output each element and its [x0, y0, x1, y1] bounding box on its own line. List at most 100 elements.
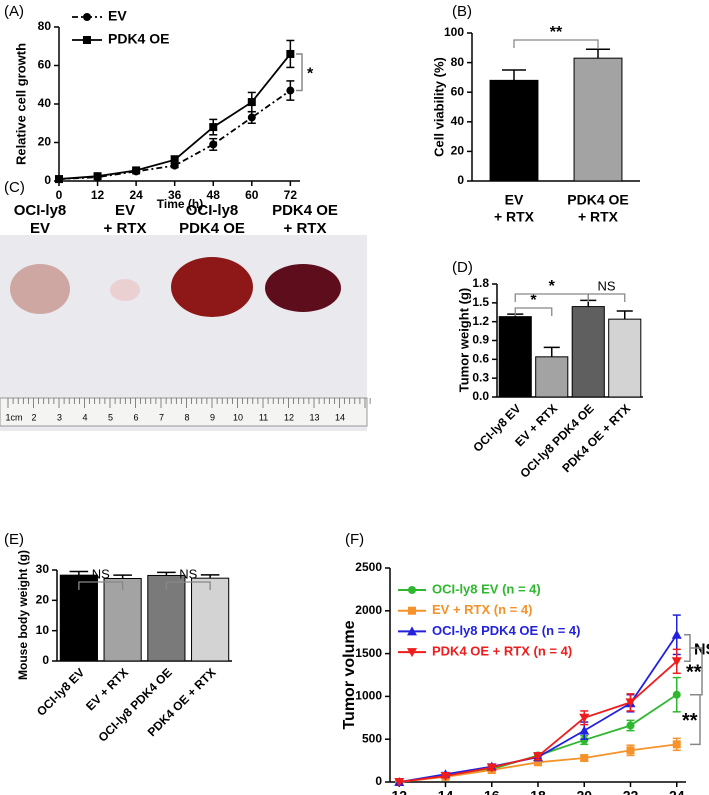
panel-label: (C)	[4, 179, 25, 196]
ruler-label: 7	[159, 412, 164, 422]
y-tick-label: 1000	[355, 689, 382, 703]
x-tick-label: OCI-ly8 EV	[34, 665, 87, 718]
annotation: *	[530, 292, 537, 309]
y-tick-label: 1.8	[472, 276, 489, 290]
marker	[580, 736, 589, 745]
ruler-label: 5	[108, 412, 113, 422]
annotation: NS	[179, 566, 197, 581]
y-axis-title: Relative cell growth	[13, 43, 28, 165]
marker	[486, 763, 497, 773]
ruler-label: 10	[233, 412, 243, 422]
annotation: *	[307, 65, 314, 82]
marker	[626, 746, 635, 755]
x-tick-label: 12	[391, 788, 407, 795]
panel-label: (D)	[452, 259, 473, 276]
bar	[498, 316, 532, 398]
marker	[209, 123, 218, 132]
x-tick-label: PDK4 OE	[567, 192, 628, 208]
y-tick-label: 1.2	[472, 314, 489, 328]
ruler-label: 12	[284, 412, 294, 422]
tumor	[171, 257, 253, 317]
marker	[286, 49, 295, 58]
marker	[626, 721, 635, 730]
marker	[671, 629, 682, 639]
x-tick-label: OCI-ly8 PDK4 OE	[96, 665, 175, 744]
marker	[580, 754, 589, 763]
y-tick-label: 30	[36, 562, 50, 576]
x-tick-label: 60	[245, 188, 259, 202]
legend-label: EV	[108, 8, 127, 24]
marker	[132, 166, 141, 175]
panel-label: (B)	[452, 3, 472, 20]
y-axis-title: Tumor volume	[341, 620, 358, 729]
ruler-label: 14	[335, 412, 345, 422]
tumor	[265, 264, 341, 312]
bracket	[684, 634, 691, 663]
x-tick-label: 16	[484, 788, 500, 795]
y-tick-label: 2500	[355, 560, 382, 574]
x-tick-label: 18	[530, 788, 546, 795]
marker	[579, 725, 590, 735]
bracket	[514, 307, 553, 316]
y-axis-title: Cell viability (%)	[431, 57, 446, 157]
ruler-label: 1cm	[5, 412, 22, 422]
x-tick-label: 0	[56, 188, 63, 202]
error-bar	[157, 571, 176, 576]
group-label: OCI-ly8	[14, 202, 67, 219]
y-tick-label: 2000	[355, 603, 382, 617]
marker	[408, 606, 416, 615]
error-bar	[200, 574, 220, 579]
panel-label: (E)	[4, 531, 24, 548]
y-tick-label: 0.3	[472, 370, 489, 384]
error-bar	[586, 48, 610, 59]
y-tick-label: 20	[451, 144, 465, 158]
ruler-label: 3	[57, 412, 62, 422]
panel-label: (F)	[345, 531, 364, 548]
ruler-label: 2	[31, 412, 36, 422]
marker	[407, 648, 417, 658]
bar	[608, 318, 642, 398]
bracket	[587, 293, 626, 302]
bracket	[513, 39, 599, 48]
marker	[83, 13, 91, 21]
marker	[440, 772, 451, 782]
x-tick-label: 14	[438, 788, 454, 795]
marker	[93, 172, 102, 181]
y-tick-label: 1500	[355, 646, 382, 660]
marker	[672, 740, 681, 749]
error-bar	[616, 310, 633, 320]
y-tick-label: 0.0	[472, 389, 489, 403]
error-bar	[543, 346, 560, 357]
error-bar	[69, 570, 89, 576]
bracket	[165, 581, 211, 590]
x-tick-label: 22	[623, 788, 639, 795]
y-tick-label: 0	[375, 774, 382, 788]
marker	[407, 626, 417, 636]
y-tick-label: 0	[42, 653, 49, 667]
panel-label: (A)	[4, 3, 24, 20]
x-tick-label: 24	[129, 188, 143, 202]
annotation: *	[549, 278, 556, 295]
marker	[394, 778, 405, 787]
y-tick-label: 0.6	[472, 352, 489, 366]
bracket	[296, 53, 303, 92]
bar	[489, 79, 539, 182]
marker	[671, 657, 682, 667]
marker	[625, 698, 636, 708]
tumor	[10, 264, 70, 314]
group-label: OCI-ly8	[186, 202, 239, 219]
legend-label: PDK4 OE	[108, 31, 169, 47]
x-tick-label: 24	[669, 788, 685, 795]
y-axis-title: Tumor weight (g)	[456, 288, 471, 392]
marker	[672, 690, 681, 699]
group-label: PDK4 OE	[272, 202, 338, 219]
error-bar	[502, 69, 526, 81]
marker	[83, 36, 91, 44]
ruler-label: 6	[133, 412, 138, 422]
x-tick-label: + RTX	[494, 209, 535, 225]
bar	[103, 577, 142, 662]
marker	[533, 752, 543, 762]
x-tick-label: PDK4 OE + RTX	[559, 401, 633, 475]
bar	[571, 306, 605, 398]
